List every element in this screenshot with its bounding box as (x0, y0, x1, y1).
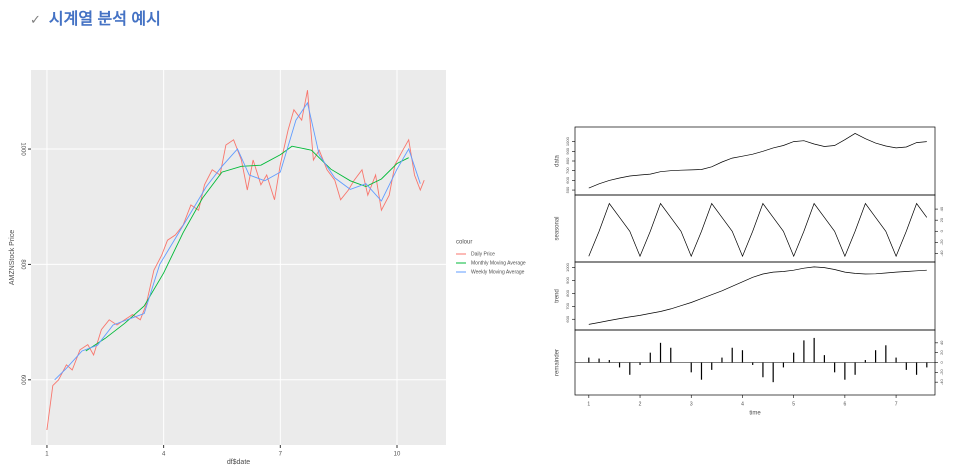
y-tick-label: 20 (939, 350, 944, 355)
line (588, 132, 927, 189)
x-tick-label: 5 (792, 401, 795, 407)
y-tick-label: 0 (939, 229, 944, 232)
y-tick-label: 1000 (565, 136, 570, 146)
plot-panel (31, 70, 446, 445)
y-tick-label: 40 (939, 340, 944, 345)
bar (711, 362, 713, 370)
x-tick-label: 2 (639, 401, 642, 407)
y-tick-label: 0 (939, 361, 944, 364)
panel-frame (574, 126, 936, 196)
bar (813, 337, 815, 363)
bar (803, 340, 805, 363)
bar (741, 350, 744, 363)
panel-label: trend (555, 289, 561, 303)
x-axis-title: df$date (227, 459, 250, 466)
bar (700, 362, 703, 380)
y-tick-label: 1000 (19, 142, 25, 156)
bar (670, 347, 672, 363)
line (46, 90, 425, 431)
bar (793, 352, 795, 363)
panel-frame (574, 194, 936, 263)
x-axis-title: time (749, 411, 761, 417)
bar (834, 362, 836, 373)
bar (721, 357, 723, 363)
line (85, 145, 409, 352)
y-tick-label: -20 (939, 239, 944, 246)
bar (874, 350, 877, 363)
y-tick-label: 1000 (565, 262, 570, 272)
x-tick-label: 3 (690, 401, 693, 407)
legend-label: Weekly Moving Average (471, 269, 525, 275)
y-tick-label: 600 (565, 176, 570, 183)
legend-title: colour (456, 240, 472, 246)
bar (752, 362, 754, 365)
y-tick-label: 900 (565, 276, 570, 283)
line (588, 266, 927, 325)
x-tick-label: 7 (895, 401, 898, 407)
y-tick-label: 600 (19, 375, 25, 386)
bar (915, 362, 918, 375)
y-tick-label: 700 (565, 302, 570, 309)
y-tick-label: 20 (939, 217, 944, 222)
bar (659, 342, 662, 363)
bar (731, 347, 733, 363)
x-tick-label: 7 (279, 452, 283, 458)
y-tick-label: -20 (939, 369, 944, 376)
line (588, 202, 928, 258)
bar (588, 357, 590, 363)
bar (618, 362, 621, 368)
y-tick-label: -40 (939, 379, 944, 386)
x-tick-label: 6 (843, 401, 846, 407)
page-title: 시계열 분석 예시 (48, 11, 161, 28)
bar (823, 355, 825, 363)
bar (690, 362, 692, 373)
bar (844, 362, 846, 380)
bar (629, 362, 631, 375)
panel-label: seasonal (555, 216, 561, 240)
y-tick-label: 500 (565, 186, 570, 193)
y-tick-label: 900 (565, 147, 570, 154)
y-tick-label: -40 (939, 250, 944, 257)
panel-frame (574, 261, 936, 331)
panel-label: data (555, 155, 561, 167)
x-tick-label: 1 (45, 452, 49, 458)
bar (782, 362, 785, 368)
bar (895, 357, 897, 363)
x-tick-label: 4 (741, 401, 744, 407)
panel-label: remainder (555, 349, 561, 376)
bar (926, 362, 928, 368)
line (54, 101, 421, 381)
check-marker: ✓ (30, 12, 41, 27)
bar (762, 362, 764, 378)
y-axis-title: AMZNStock Price (9, 230, 16, 285)
y-tick-label: 800 (565, 289, 570, 296)
legend-label: Daily Price (471, 251, 495, 257)
legend-label: Monthly Moving Average (471, 260, 526, 266)
bar (854, 362, 856, 375)
x-tick-label: 1 (587, 401, 590, 407)
y-tick-label: 800 (19, 259, 25, 270)
bar (639, 362, 641, 365)
y-tick-label: 800 (565, 157, 570, 164)
bar (905, 362, 907, 370)
y-tick-label: 700 (565, 167, 570, 174)
header: ✓ 시계열 분석 예시 (30, 5, 161, 29)
bar (649, 352, 651, 363)
y-tick-label: 40 (939, 206, 944, 211)
bar (885, 345, 887, 363)
bar (864, 360, 866, 363)
bar (598, 358, 600, 363)
x-tick-label: 10 (394, 452, 401, 458)
bar (608, 360, 610, 363)
y-tick-label: 600 (565, 315, 570, 322)
bar (772, 362, 774, 383)
x-tick-label: 4 (162, 452, 166, 458)
